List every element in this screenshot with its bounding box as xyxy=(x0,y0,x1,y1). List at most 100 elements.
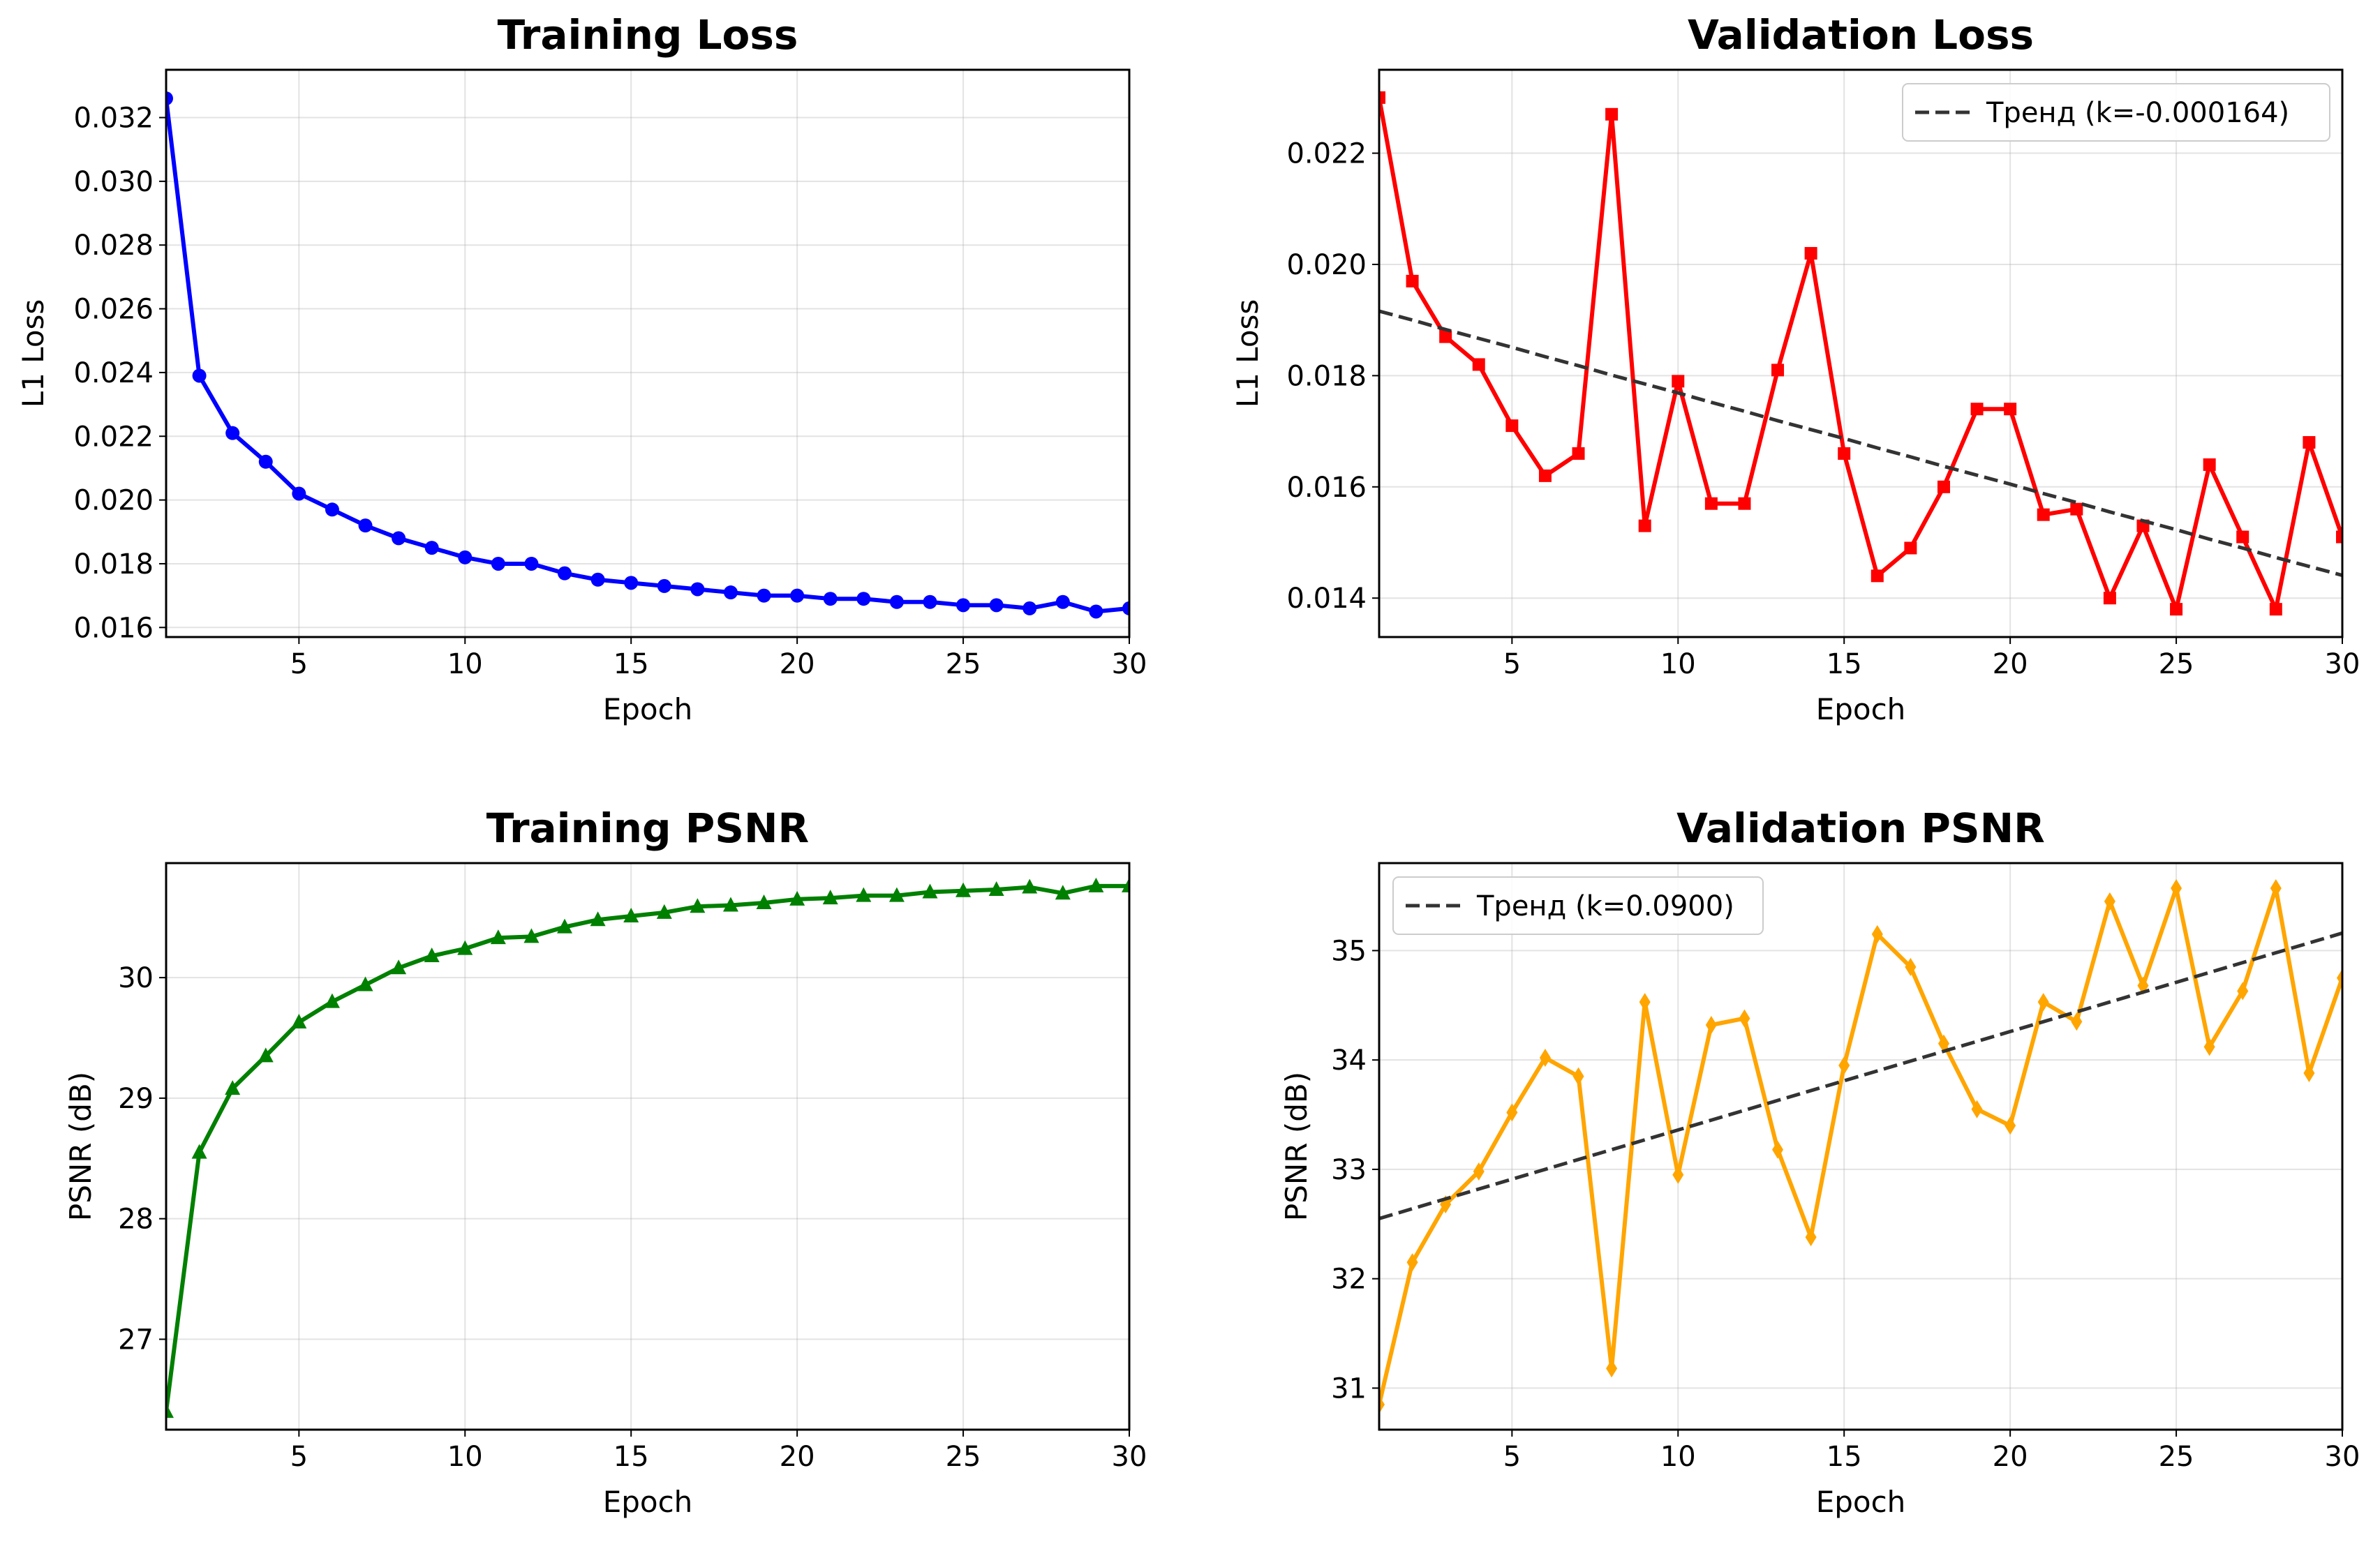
data-point xyxy=(1771,364,1785,377)
x-axis-label: Epoch xyxy=(603,692,693,726)
legend-label: Тренд (k=-0.000164) xyxy=(1986,97,2289,129)
y-tick-label: 0.022 xyxy=(1286,138,1367,170)
plot-frame xyxy=(165,862,1131,1431)
data-point xyxy=(2037,508,2050,521)
data-point xyxy=(2336,530,2342,544)
data-point xyxy=(888,887,905,902)
data-point xyxy=(1406,1253,1418,1272)
trend-line xyxy=(1379,309,2342,577)
x-tick-label: 10 xyxy=(1660,1441,1696,1473)
chart-2: 5 10 15 20 25 30 0.014 0.016 0.018 0.020 0.022 Vali… xyxy=(1230,11,2360,726)
y-tick-label: 0.028 xyxy=(73,230,154,262)
data-point xyxy=(2237,982,2249,1001)
data-point xyxy=(258,454,273,469)
data-point xyxy=(2004,403,2017,416)
data-point xyxy=(2303,436,2316,449)
x-tick-label: 30 xyxy=(2325,1441,2360,1473)
data-point xyxy=(1772,1140,1784,1159)
data-point xyxy=(757,588,771,603)
data-point xyxy=(2236,530,2249,544)
y-tick-label: 0.020 xyxy=(73,485,154,517)
x-tick-label: 20 xyxy=(1993,1441,2028,1473)
data-point xyxy=(1473,1162,1485,1181)
data-point xyxy=(458,550,473,564)
y-tick-label: 30 xyxy=(118,962,154,994)
data-point xyxy=(1606,1359,1618,1378)
data-point xyxy=(1539,1049,1551,1068)
data-point xyxy=(1638,519,1651,532)
data-point xyxy=(191,1144,207,1159)
legend: Тренд (k=0.0900) xyxy=(1392,876,1764,935)
y-tick-label: 35 xyxy=(1331,935,1367,967)
data-point xyxy=(1505,419,1519,433)
data-point xyxy=(590,911,606,927)
y-tick-label: 0.016 xyxy=(1286,472,1367,504)
x-tick-label: 20 xyxy=(780,648,815,680)
y-tick-label: 0.016 xyxy=(73,612,154,644)
data-point xyxy=(558,566,572,581)
x-tick-label: 15 xyxy=(1827,1441,1862,1473)
y-axis-label: PSNR (dB) xyxy=(64,1072,98,1221)
data-point xyxy=(690,582,705,597)
data-point xyxy=(2269,603,2282,616)
x-tick-label: 10 xyxy=(1660,648,1696,680)
data-point xyxy=(2071,1012,2083,1031)
data-point xyxy=(1970,403,1984,416)
data-point xyxy=(357,976,373,991)
data-point xyxy=(292,486,306,501)
x-tick-label: 15 xyxy=(1827,648,1862,680)
x-tick-label: 30 xyxy=(2325,648,2360,680)
data-point xyxy=(789,890,805,906)
data-point xyxy=(624,576,639,590)
plot-frame xyxy=(165,68,1131,638)
plot-area xyxy=(1379,91,2342,616)
data-point xyxy=(1937,480,1950,493)
data-point xyxy=(1538,469,1552,482)
x-tick-label: 10 xyxy=(447,1441,483,1473)
data-point xyxy=(2337,968,2342,987)
data-point xyxy=(1871,925,1883,943)
plot-frame xyxy=(1378,68,2344,638)
x-tick-label: 5 xyxy=(1503,648,1521,680)
data-point xyxy=(166,1403,174,1419)
x-tick-label: 30 xyxy=(1112,648,1147,680)
legend-box xyxy=(1392,876,1764,935)
data-point xyxy=(2270,879,2282,898)
trend-line xyxy=(1379,931,2342,1220)
series-line xyxy=(166,96,1129,614)
data-point xyxy=(1089,604,1103,619)
chart-title: Training Loss xyxy=(498,11,798,59)
data-point xyxy=(922,883,938,899)
x-tick-label: 25 xyxy=(2159,1441,2194,1473)
data-point xyxy=(1572,1067,1584,1086)
data-point xyxy=(1805,1228,1817,1247)
data-point xyxy=(1971,1100,1983,1118)
data-point xyxy=(989,598,1004,613)
chart-title: Validation PSNR xyxy=(1676,804,2045,852)
x-axis-label: Epoch xyxy=(603,1485,693,1519)
data-point xyxy=(1905,957,1917,976)
series-line xyxy=(1379,95,2342,612)
data-point xyxy=(1938,1034,1949,1053)
data-point xyxy=(1055,885,1071,900)
y-axis-label: L1 Loss xyxy=(16,299,50,408)
plot-area xyxy=(1379,879,2342,1414)
y-tick-label: 0.032 xyxy=(73,103,154,135)
x-axis-label: Epoch xyxy=(1816,1485,1906,1519)
data-point xyxy=(1022,878,1038,894)
x-tick-label: 25 xyxy=(946,1441,981,1473)
legend-box xyxy=(1902,83,2330,142)
data-point xyxy=(1122,601,1129,615)
data-point xyxy=(790,588,805,603)
data-point xyxy=(1122,877,1129,892)
data-point xyxy=(889,594,904,609)
y-tick-label: 32 xyxy=(1331,1264,1367,1296)
data-point xyxy=(856,887,872,902)
data-point xyxy=(822,890,838,905)
y-tick-label: 0.026 xyxy=(73,294,154,326)
data-point xyxy=(1605,107,1619,121)
data-point xyxy=(192,368,207,383)
data-point xyxy=(1406,274,1419,287)
x-tick-label: 20 xyxy=(780,1441,815,1473)
legend-label: Тренд (k=0.0900) xyxy=(1476,890,1734,922)
